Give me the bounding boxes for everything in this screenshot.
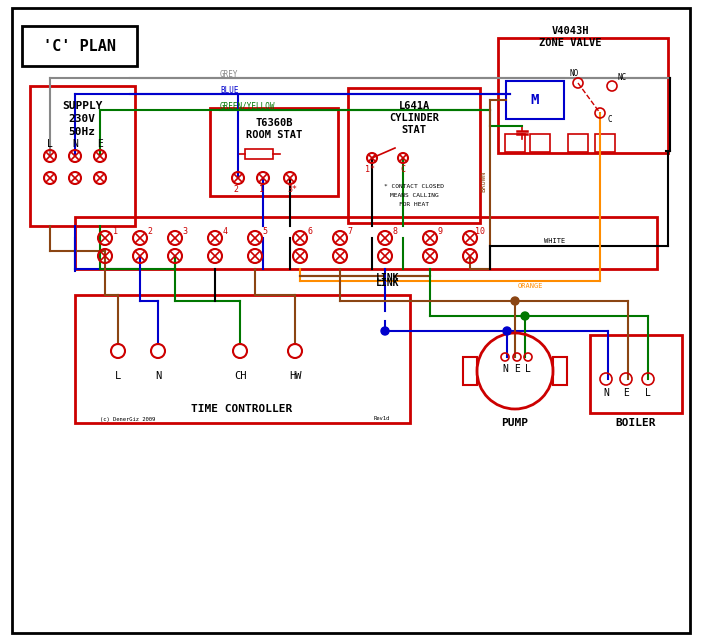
Text: STAT: STAT (402, 125, 427, 135)
Text: BLUE: BLUE (220, 85, 239, 94)
Text: MEANS CALLING: MEANS CALLING (390, 192, 438, 197)
Text: N: N (155, 371, 161, 381)
Text: NC: NC (617, 72, 627, 81)
Text: NO: NO (569, 69, 578, 78)
Text: 4: 4 (223, 226, 227, 235)
Text: BOILER: BOILER (616, 418, 656, 428)
Text: M: M (531, 93, 539, 107)
Text: L641A: L641A (398, 101, 430, 111)
Text: SUPPLY: SUPPLY (62, 101, 102, 111)
Text: 2: 2 (147, 226, 152, 235)
Text: 1: 1 (112, 226, 117, 235)
Text: LINK: LINK (376, 273, 399, 283)
Text: Rev1d: Rev1d (373, 417, 390, 422)
Text: E: E (623, 388, 629, 398)
Text: HW: HW (289, 371, 301, 381)
Text: N: N (603, 388, 609, 398)
Text: GREEN/YELLOW: GREEN/YELLOW (220, 101, 275, 110)
Text: 6: 6 (307, 226, 312, 235)
Text: E: E (514, 364, 520, 374)
Bar (463, 357, 477, 385)
Text: ZONE VALVE: ZONE VALVE (538, 38, 601, 48)
Text: 230V: 230V (69, 114, 95, 124)
Text: 1*: 1* (365, 165, 375, 174)
Text: GREY: GREY (220, 69, 239, 78)
Text: 9: 9 (437, 226, 442, 235)
Text: * CONTACT CLOSED: * CONTACT CLOSED (384, 183, 444, 188)
Text: 5: 5 (263, 226, 267, 235)
Text: L: L (645, 388, 651, 398)
Text: PUMP: PUMP (501, 418, 529, 428)
Text: WHITE: WHITE (544, 238, 566, 244)
Text: ROOM STAT: ROOM STAT (246, 130, 302, 140)
Text: L: L (47, 139, 53, 149)
Text: 50Hz: 50Hz (69, 127, 95, 137)
Text: CYLINDER: CYLINDER (389, 113, 439, 123)
Circle shape (503, 327, 511, 335)
Text: N: N (72, 139, 78, 149)
Text: BROWN: BROWN (480, 171, 486, 192)
Text: L: L (115, 371, 121, 381)
Text: ORANGE: ORANGE (517, 283, 543, 289)
Text: 7: 7 (347, 226, 352, 235)
Bar (245, 149, 273, 159)
Circle shape (521, 312, 529, 320)
Text: CH: CH (234, 371, 246, 381)
Text: TIME CONTROLLER: TIME CONTROLLER (192, 404, 293, 414)
Text: 3: 3 (183, 226, 187, 235)
Text: 2: 2 (234, 185, 239, 194)
Text: L: L (525, 364, 531, 374)
Circle shape (381, 327, 389, 335)
Text: (c) DenerGiz 2009: (c) DenerGiz 2009 (100, 417, 155, 422)
Text: 'C' PLAN: 'C' PLAN (43, 38, 116, 53)
Text: C: C (608, 115, 612, 124)
Bar (553, 357, 567, 385)
Text: 1: 1 (258, 185, 263, 194)
Text: 10: 10 (475, 226, 485, 235)
Text: E: E (97, 139, 103, 149)
Text: V4043H: V4043H (551, 26, 589, 36)
Text: T6360B: T6360B (256, 118, 293, 128)
Text: 8: 8 (392, 226, 397, 235)
Circle shape (511, 297, 519, 305)
Text: FOR HEAT: FOR HEAT (399, 201, 429, 206)
Text: 3*: 3* (287, 185, 297, 194)
Text: N: N (502, 364, 508, 374)
Text: C: C (401, 165, 406, 174)
Text: LINK: LINK (376, 278, 399, 288)
